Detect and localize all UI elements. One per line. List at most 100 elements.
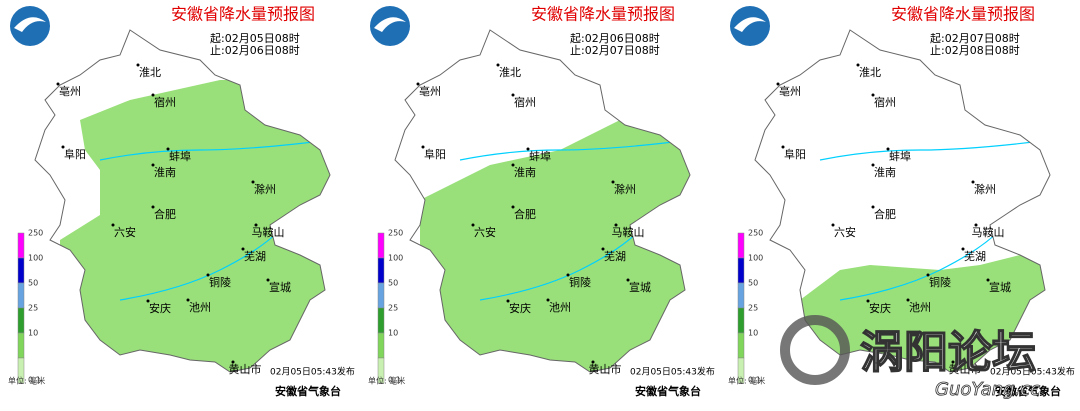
logo <box>10 6 50 46</box>
legend-unit: 单位: 毫米 <box>728 376 765 386</box>
legend-label: 0.1 <box>388 376 401 385</box>
start-time: 起:02月05日08时 <box>210 32 300 45</box>
legend-label: 100 <box>28 254 43 263</box>
map-title: 安徽省降水量预报图 <box>531 5 675 24</box>
legend-swatch <box>737 357 745 384</box>
city-label: 马鞍山 <box>612 225 645 239</box>
map-title: 安徽省降水量预报图 <box>171 5 315 24</box>
city-label: 淮北 <box>499 66 521 79</box>
legend-swatch <box>737 282 745 309</box>
city-label: 蚌埠 <box>889 149 911 163</box>
city-label: 淮北 <box>859 66 881 79</box>
legend-swatch <box>17 307 25 334</box>
issue-time: 02月05日05:43发布 <box>990 366 1075 378</box>
city-dot <box>56 82 60 86</box>
end-time: 止:02月08日08时 <box>930 44 1020 57</box>
legend-swatch <box>377 307 385 334</box>
city-label: 淮南 <box>874 166 896 179</box>
city-label: 阜阳 <box>64 148 86 161</box>
legend-unit: 单位: 毫米 <box>8 376 45 386</box>
legend-label: 250 <box>388 229 403 238</box>
legend-swatch <box>17 232 25 259</box>
river <box>99 139 330 301</box>
agency: 安徽省气象台 <box>995 384 1061 398</box>
city-dot <box>61 145 65 149</box>
city-label: 安庆 <box>869 301 891 315</box>
city-dot <box>961 247 965 251</box>
city-label: 阜阳 <box>424 148 446 161</box>
city-label: 池州 <box>549 301 571 314</box>
legend-label: 10 <box>28 329 38 338</box>
city-label: 滁州 <box>254 182 276 196</box>
city-dot <box>781 145 785 149</box>
city-label: 六安 <box>474 225 496 239</box>
city-label: 宣城 <box>989 280 1011 294</box>
legend-swatch <box>17 332 25 359</box>
city-dot <box>906 298 910 302</box>
city-dot <box>151 205 155 209</box>
end-time: 止:02月07日08时 <box>570 44 660 57</box>
legend-label: 0.1 <box>28 376 41 385</box>
city-dot <box>974 223 978 227</box>
city-dot <box>471 223 475 227</box>
legend-label: 10 <box>748 329 758 338</box>
city-label: 铜陵 <box>929 275 951 289</box>
city-dot <box>251 180 255 184</box>
legend-label: 50 <box>28 279 38 288</box>
start-time: 起:02月06日08时 <box>570 32 660 45</box>
legend-swatch <box>737 257 745 284</box>
city-dot <box>254 223 258 227</box>
city-label: 芜湖 <box>244 249 266 263</box>
city-dot <box>866 299 870 303</box>
legend-swatch <box>377 357 385 384</box>
city-dot <box>626 278 630 282</box>
city-label: 滁州 <box>614 182 636 196</box>
city-dot <box>421 145 425 149</box>
city-dot <box>111 223 115 227</box>
legend-swatch <box>737 232 745 259</box>
legend-swatch <box>17 357 25 384</box>
city-dot <box>241 247 245 251</box>
city-dot <box>506 299 510 303</box>
city-label: 合肥 <box>874 207 896 221</box>
city-dot <box>151 93 155 97</box>
city-label: 黄山市 <box>229 362 262 376</box>
city-dot <box>951 360 955 364</box>
city-dot <box>151 163 155 167</box>
city-label: 六安 <box>114 225 136 239</box>
city-dot <box>601 247 605 251</box>
city-label: 六安 <box>834 225 856 239</box>
city-label: 合肥 <box>154 207 176 221</box>
city-dot <box>871 93 875 97</box>
province-map <box>35 30 330 372</box>
city-dot <box>511 93 515 97</box>
city-dot <box>856 63 860 67</box>
city-label: 淮南 <box>154 166 176 179</box>
legend-label: 50 <box>748 279 758 288</box>
city-label: 阜阳 <box>784 148 806 161</box>
logo <box>730 6 770 46</box>
city-dot <box>871 205 875 209</box>
city-dot <box>496 63 500 67</box>
city-label: 蚌埠 <box>529 149 551 163</box>
city-label: 蚌埠 <box>169 149 191 163</box>
legend-label: 25 <box>388 304 398 313</box>
legend-swatch <box>17 257 25 284</box>
city-label: 铜陵 <box>569 275 591 289</box>
city-dot <box>971 180 975 184</box>
legend-swatch <box>377 232 385 259</box>
legend-swatch <box>377 257 385 284</box>
city-label: 芜湖 <box>604 249 626 263</box>
city-dot <box>546 298 550 302</box>
legend-label: 50 <box>388 279 398 288</box>
province-map <box>395 30 690 372</box>
city-dot <box>614 223 618 227</box>
city-label: 马鞍山 <box>972 225 1005 239</box>
legend-label: 10 <box>388 329 398 338</box>
legend-label: 25 <box>748 304 758 313</box>
legend-swatch <box>377 282 385 309</box>
legend-swatch <box>17 282 25 309</box>
city-dot <box>206 273 210 277</box>
